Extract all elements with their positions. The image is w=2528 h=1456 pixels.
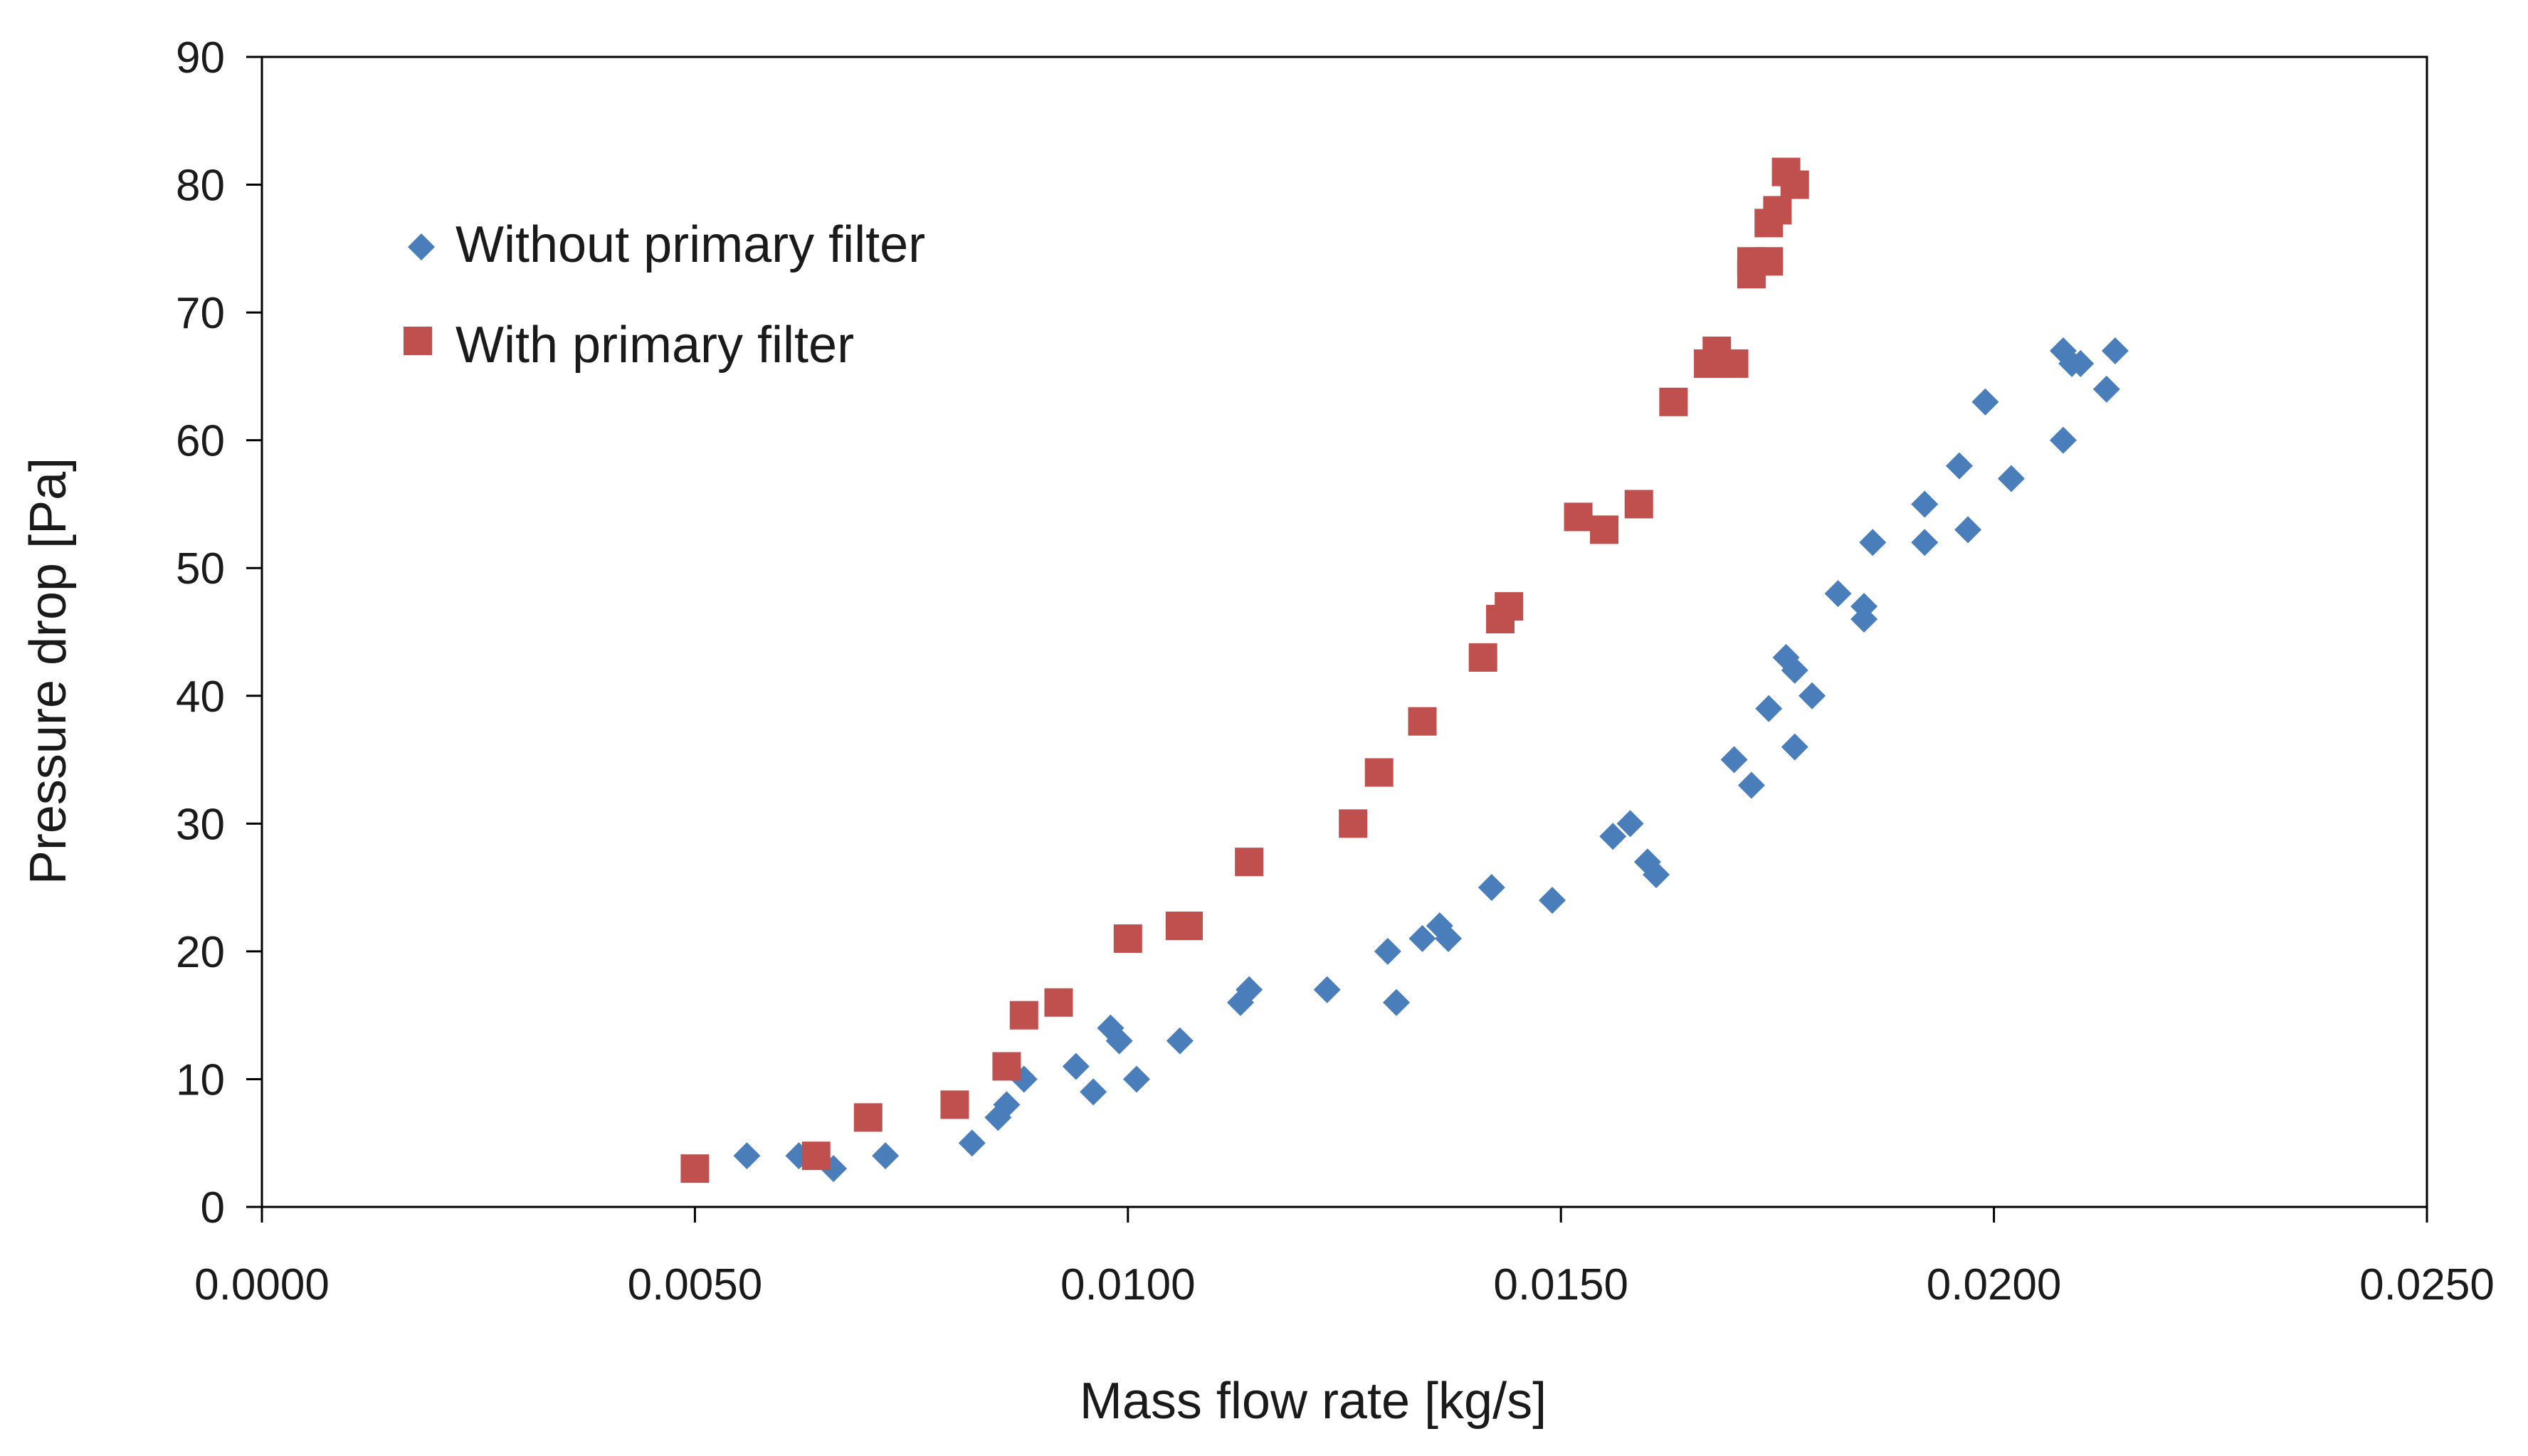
plot-border bbox=[260, 56, 2428, 1208]
data-point bbox=[680, 1154, 710, 1183]
data-point bbox=[801, 1141, 831, 1171]
legend-item-with-primary-filter[interactable]: With primary filter bbox=[404, 317, 854, 374]
data-point bbox=[1105, 1027, 1133, 1055]
data-point bbox=[1435, 924, 1463, 952]
legend-label-with-primary-filter: With primary filter bbox=[455, 317, 854, 374]
data-point bbox=[1313, 976, 1341, 1003]
legend-label-without-primary-filter: Without primary filter bbox=[455, 216, 925, 273]
data-point bbox=[1044, 988, 1073, 1017]
data-point bbox=[1850, 606, 1878, 633]
data-point bbox=[1166, 1027, 1194, 1055]
data-point bbox=[1364, 758, 1394, 787]
data-point bbox=[1009, 1001, 1038, 1030]
data-point bbox=[1859, 529, 1887, 556]
data-point bbox=[1468, 643, 1497, 672]
data-point bbox=[1339, 809, 1368, 838]
data-markers bbox=[680, 157, 2129, 1183]
series-without-primary-filter bbox=[733, 337, 2129, 1183]
data-point bbox=[992, 1052, 1021, 1081]
series-with-primary-filter bbox=[680, 157, 1809, 1183]
y-tick-label: 70 bbox=[176, 289, 225, 338]
y-tick-label: 60 bbox=[176, 417, 225, 466]
legend: Without primary filter With primary filt… bbox=[404, 216, 925, 374]
x-tick-label: 0.0200 bbox=[1927, 1260, 2062, 1309]
data-point bbox=[1624, 490, 1653, 519]
legend-item-without-primary-filter[interactable]: Without primary filter bbox=[408, 216, 925, 273]
data-point bbox=[1643, 861, 1670, 889]
x-axis: 0.0000 0.0050 0.0100 0.0150 0.0200 0.0250 bbox=[194, 1207, 2495, 1309]
legend-marker-diamond-icon bbox=[408, 233, 435, 260]
data-point bbox=[2049, 426, 2077, 454]
legend-marker-square-icon bbox=[404, 327, 432, 355]
plot-area bbox=[260, 56, 2428, 1208]
x-axis-title: Mass flow rate [kg/s] bbox=[1080, 1373, 1547, 1430]
data-point bbox=[1478, 874, 1505, 902]
data-point bbox=[1954, 516, 1982, 544]
data-point bbox=[940, 1090, 969, 1119]
data-point bbox=[1719, 349, 1749, 378]
data-point bbox=[1997, 465, 2025, 492]
data-point bbox=[1122, 1065, 1150, 1093]
data-point bbox=[1737, 771, 1765, 799]
data-point bbox=[1971, 388, 1999, 416]
data-point bbox=[958, 1129, 986, 1157]
data-point bbox=[1113, 924, 1142, 953]
data-point bbox=[1798, 682, 1826, 709]
data-point bbox=[1659, 387, 1688, 416]
data-point bbox=[1495, 592, 1524, 621]
data-point bbox=[733, 1142, 761, 1170]
diamond-marker bbox=[408, 233, 435, 260]
data-point bbox=[1781, 733, 1808, 761]
data-point bbox=[2092, 375, 2120, 403]
data-point bbox=[1408, 924, 1436, 952]
y-tick-label: 10 bbox=[176, 1055, 225, 1104]
y-tick-label: 0 bbox=[201, 1183, 225, 1233]
data-point bbox=[853, 1103, 883, 1132]
data-point bbox=[1780, 170, 1809, 199]
data-point bbox=[872, 1142, 900, 1170]
data-point bbox=[1408, 707, 1437, 736]
data-point bbox=[1236, 976, 1263, 1003]
data-point bbox=[1911, 490, 1939, 518]
data-point bbox=[1062, 1053, 1090, 1080]
data-point bbox=[1080, 1078, 1107, 1106]
data-point bbox=[1945, 452, 1973, 480]
data-point bbox=[1824, 580, 1852, 608]
data-point bbox=[1781, 656, 1808, 684]
y-tick-label: 30 bbox=[176, 800, 225, 849]
data-point bbox=[1383, 988, 1411, 1016]
square-marker bbox=[404, 327, 432, 355]
x-tick-label: 0.0050 bbox=[628, 1260, 763, 1309]
y-tick-label: 80 bbox=[176, 162, 225, 211]
data-point bbox=[1564, 502, 1593, 532]
data-point bbox=[1911, 529, 1939, 556]
y-tick-label: 90 bbox=[176, 33, 225, 83]
data-point bbox=[1763, 196, 1792, 225]
y-tick-label: 50 bbox=[176, 544, 225, 594]
data-point bbox=[993, 1091, 1021, 1119]
data-point bbox=[1755, 695, 1783, 722]
y-axis-title: Pressure drop [Pa] bbox=[20, 458, 77, 885]
y-tick-label: 40 bbox=[176, 672, 225, 722]
data-point bbox=[1374, 937, 1401, 965]
data-point bbox=[2067, 349, 2095, 377]
x-tick-label: 0.0000 bbox=[194, 1260, 330, 1309]
data-point bbox=[1235, 848, 1264, 877]
data-point bbox=[1599, 823, 1627, 850]
data-point bbox=[1539, 887, 1566, 914]
data-point bbox=[1720, 746, 1748, 774]
data-point bbox=[1616, 810, 1644, 838]
y-tick-label: 20 bbox=[176, 928, 225, 977]
data-point bbox=[2101, 337, 2129, 364]
data-point bbox=[1174, 911, 1203, 940]
data-point bbox=[1590, 515, 1619, 544]
y-axis: 0 10 20 30 40 50 60 70 80 90 bbox=[176, 33, 262, 1233]
x-tick-label: 0.0250 bbox=[2359, 1260, 2495, 1309]
x-tick-label: 0.0100 bbox=[1060, 1260, 1196, 1309]
x-tick-label: 0.0150 bbox=[1493, 1260, 1628, 1309]
data-point bbox=[1754, 247, 1784, 276]
